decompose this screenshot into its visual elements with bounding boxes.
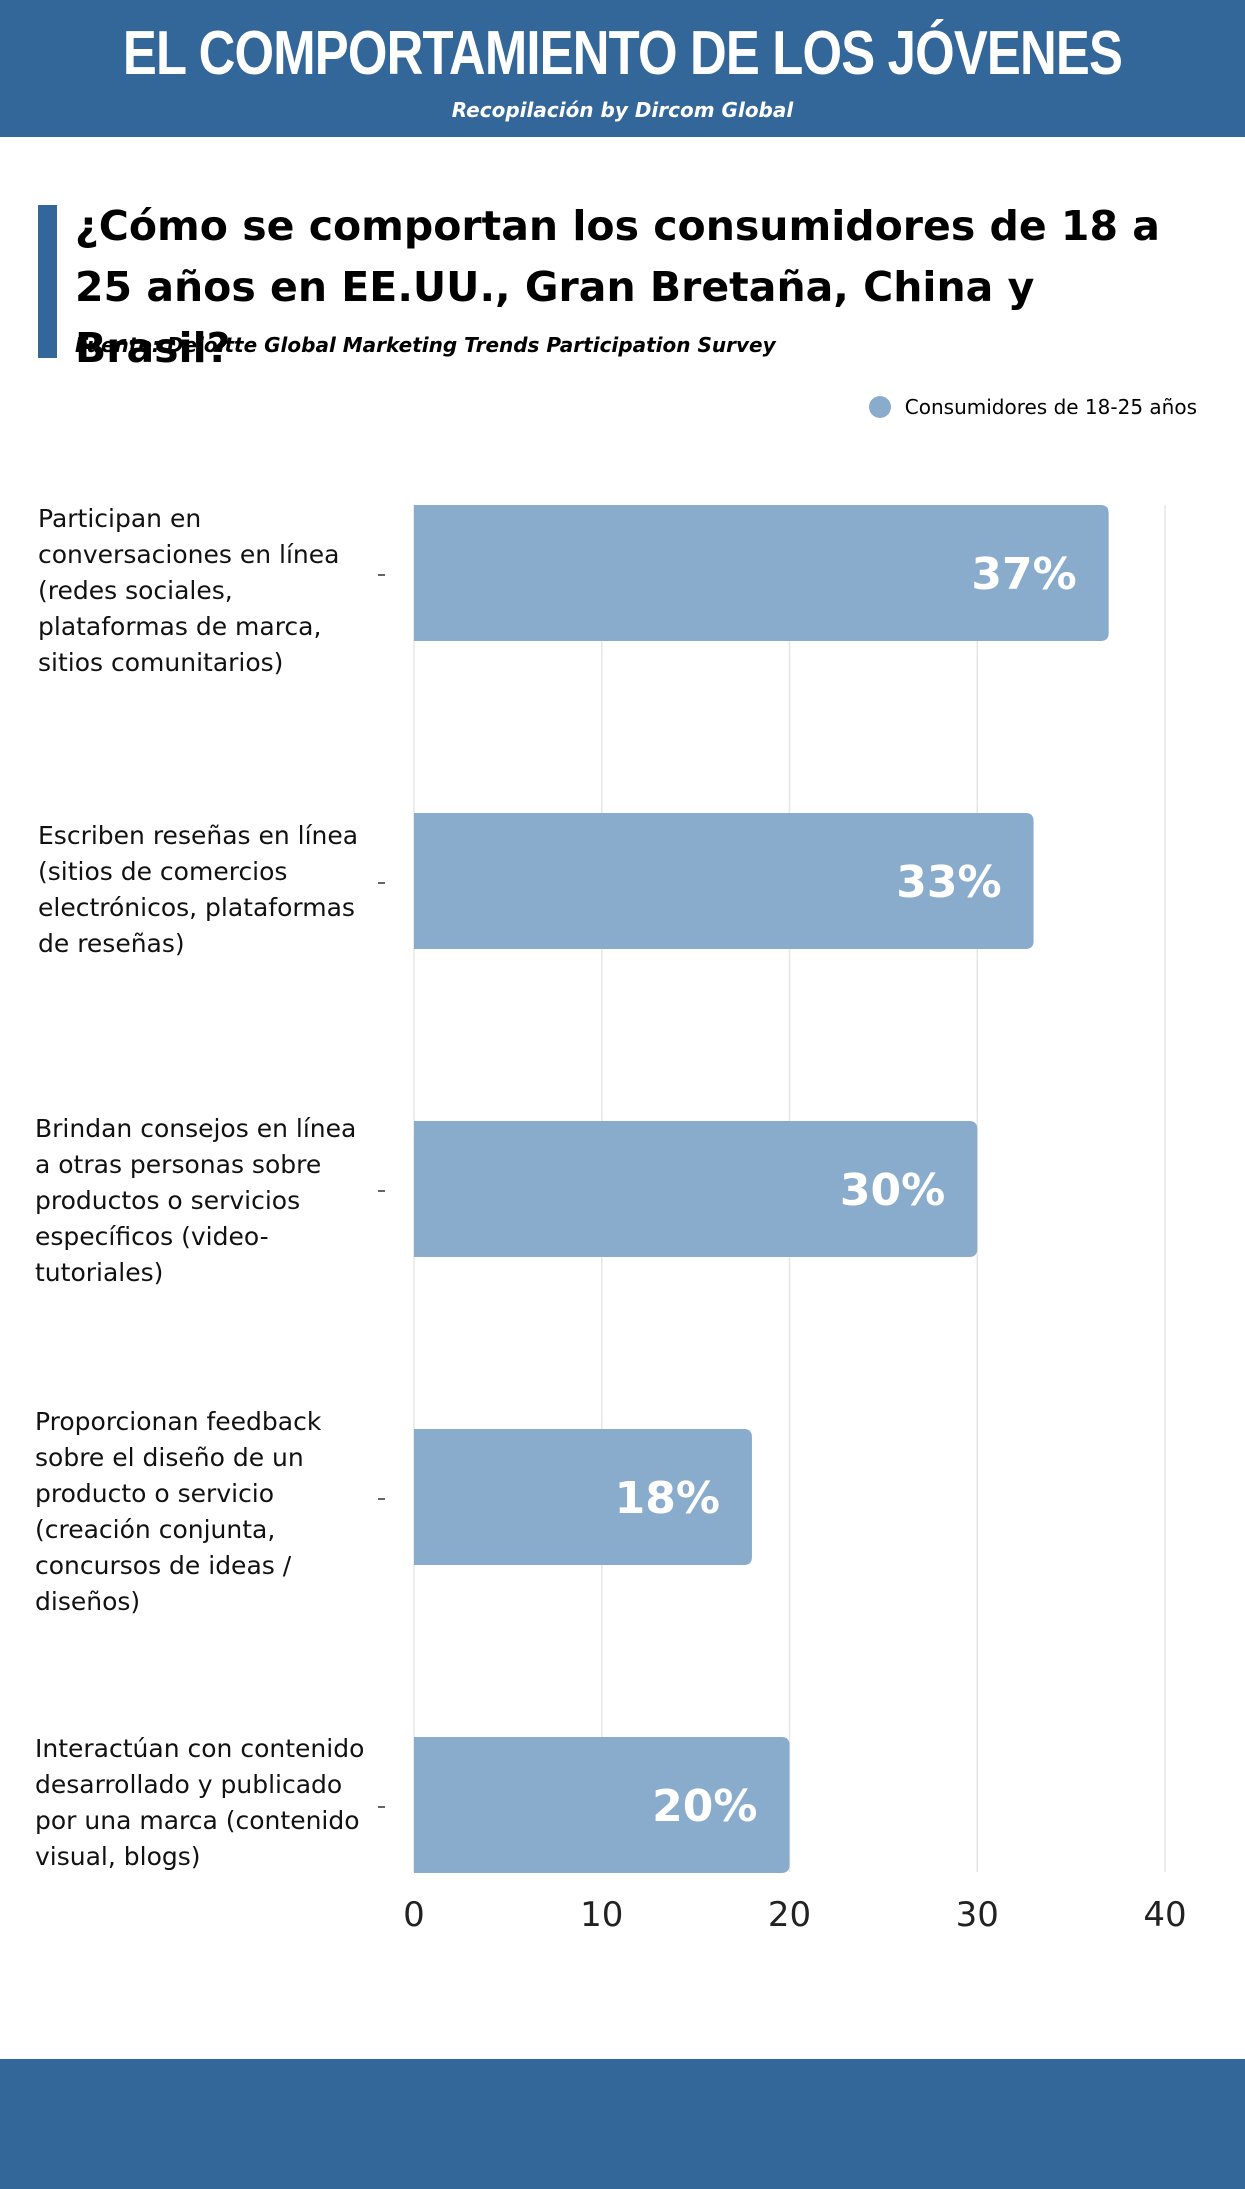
category-label: Interactúan con contenido desarrollado y… xyxy=(35,1734,365,1871)
category-label: Proporcionan feedback sobre el diseño de… xyxy=(35,1407,322,1616)
bar xyxy=(414,505,1109,641)
bar-value-label: 33% xyxy=(896,857,1001,908)
bar xyxy=(414,1429,752,1565)
bar-value-label: 30% xyxy=(840,1165,945,1216)
bar xyxy=(414,1121,978,1257)
category-label: Escriben reseñas en línea (sitios de com… xyxy=(38,821,359,958)
legend-label: Consumidores de 18-25 años xyxy=(904,395,1197,419)
page-title: EL COMPORTAMIENTO DE LOS JÓVENES xyxy=(122,19,1123,88)
x-tick-label: 30 xyxy=(956,1895,999,1935)
footer-banner xyxy=(0,2059,1245,2189)
title-accent-bar xyxy=(38,205,57,358)
x-tick-label: 10 xyxy=(580,1895,623,1935)
page-subtitle: Recopilación by Dircom Global xyxy=(451,98,794,122)
chart-legend: Consumidores de 18-25 años xyxy=(868,392,1197,422)
bar xyxy=(414,813,1034,949)
bar-value-label: 20% xyxy=(652,1781,757,1832)
bar-value-label: 18% xyxy=(615,1473,720,1524)
chart-source: Fuente: Deloitte Global Marketing Trends… xyxy=(75,333,776,357)
bar xyxy=(414,1737,790,1873)
chart-question: ¿Cómo se comportan los consumidores de 1… xyxy=(75,202,1160,372)
x-tick-label: 0 xyxy=(403,1895,425,1935)
header-banner: EL COMPORTAMIENTO DE LOS JÓVENES Recopil… xyxy=(0,0,1245,137)
legend-swatch xyxy=(868,396,891,418)
category-label: Participan en conversaciones en línea (r… xyxy=(38,504,340,677)
x-tick-label: 20 xyxy=(768,1895,811,1935)
bar-value-label: 37% xyxy=(971,549,1076,600)
x-tick-label: 40 xyxy=(1143,1895,1186,1935)
category-label: Brindan consejos en línea a otras person… xyxy=(35,1114,357,1287)
